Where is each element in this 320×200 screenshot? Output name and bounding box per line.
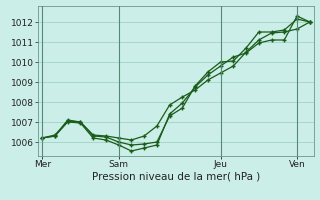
- X-axis label: Pression niveau de la mer( hPa ): Pression niveau de la mer( hPa ): [92, 172, 260, 182]
